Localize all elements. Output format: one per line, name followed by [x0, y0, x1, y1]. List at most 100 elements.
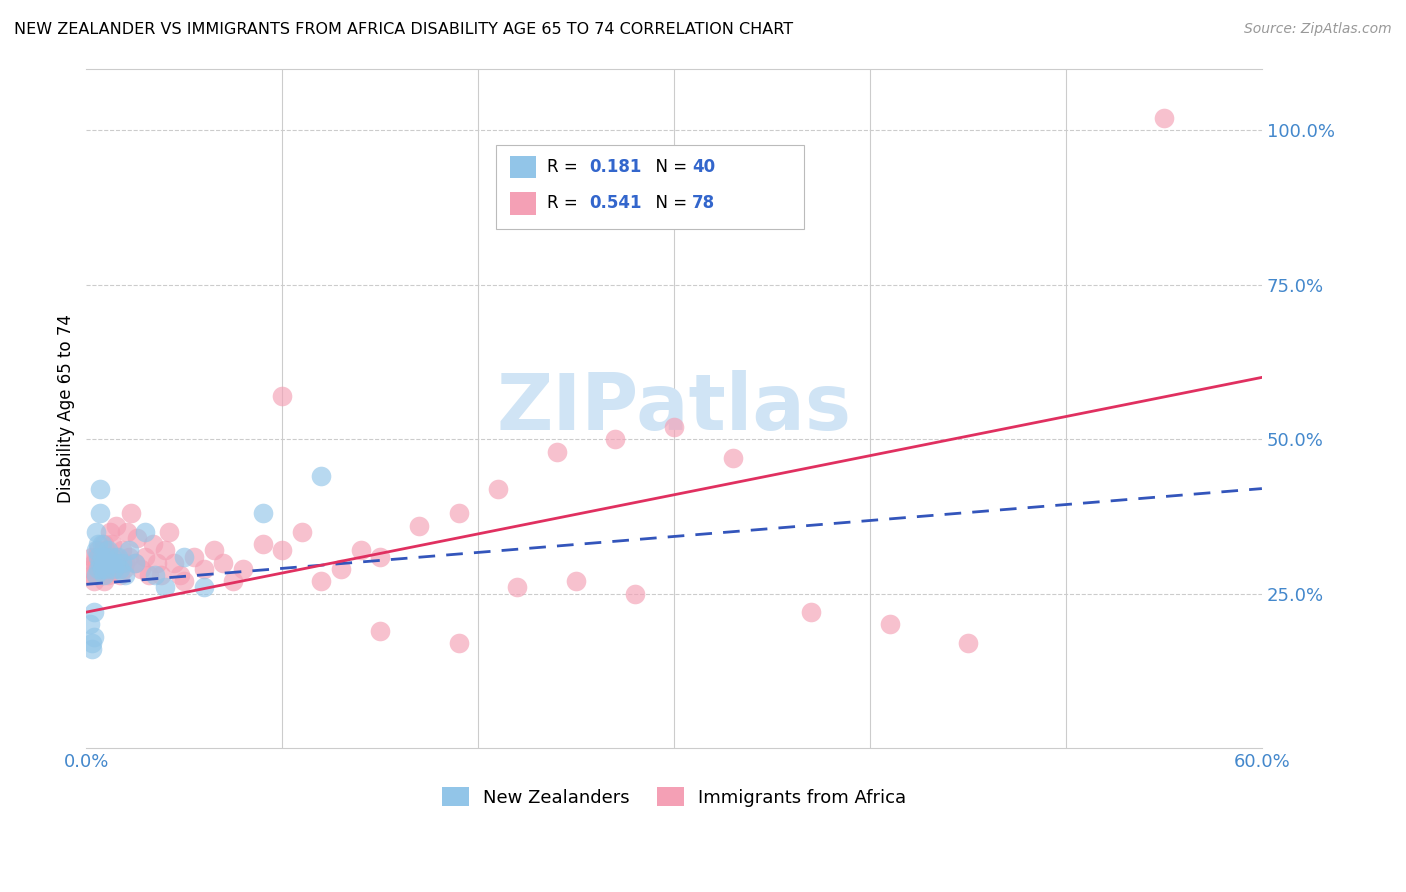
Point	[98, 524, 121, 539]
Point	[110, 556, 132, 570]
Point	[146, 556, 169, 570]
Point	[202, 543, 225, 558]
Point	[291, 524, 314, 539]
Point	[79, 562, 101, 576]
Text: NEW ZEALANDER VS IMMIGRANTS FROM AFRICA DISABILITY AGE 65 TO 74 CORRELATION CHAR: NEW ZEALANDER VS IMMIGRANTS FROM AFRICA …	[14, 22, 793, 37]
Point	[103, 562, 125, 576]
Text: R =: R =	[547, 158, 583, 176]
Point	[108, 562, 131, 576]
Point	[232, 562, 254, 576]
Point	[193, 562, 215, 576]
Point	[83, 630, 105, 644]
Point	[89, 506, 111, 520]
Point	[83, 556, 105, 570]
Point	[100, 556, 122, 570]
Point	[89, 562, 111, 576]
Point	[447, 506, 470, 520]
Point	[87, 549, 110, 564]
Point	[112, 562, 135, 576]
Point	[173, 549, 195, 564]
Point	[104, 556, 127, 570]
Point	[89, 482, 111, 496]
Point	[91, 549, 114, 564]
Point	[134, 549, 156, 564]
Point	[157, 524, 180, 539]
Point	[153, 581, 176, 595]
Text: 78: 78	[692, 194, 714, 212]
Point	[118, 543, 141, 558]
Point	[193, 581, 215, 595]
Text: 40: 40	[692, 158, 714, 176]
Point	[82, 568, 104, 582]
Point	[98, 556, 121, 570]
Point	[565, 574, 588, 589]
Point	[94, 543, 117, 558]
Text: 0.181: 0.181	[589, 158, 641, 176]
Text: N =: N =	[645, 158, 693, 176]
Point	[222, 574, 245, 589]
Point	[153, 543, 176, 558]
Point	[108, 568, 131, 582]
Point	[163, 556, 186, 570]
Point	[97, 549, 120, 564]
Point	[97, 568, 120, 582]
Point	[89, 549, 111, 564]
Point	[124, 556, 146, 570]
Point	[506, 581, 529, 595]
Point	[143, 568, 166, 582]
Point	[110, 543, 132, 558]
Point	[93, 556, 115, 570]
Point	[183, 549, 205, 564]
Point	[721, 450, 744, 465]
Point	[127, 531, 149, 545]
Point	[103, 562, 125, 576]
Point	[82, 636, 104, 650]
Point	[124, 556, 146, 570]
Point	[93, 537, 115, 551]
Point	[1153, 111, 1175, 125]
Point	[624, 586, 647, 600]
Point	[91, 562, 114, 576]
Point	[447, 636, 470, 650]
Point	[173, 574, 195, 589]
Point	[546, 444, 568, 458]
Point	[93, 568, 115, 582]
Point	[104, 549, 127, 564]
Point	[605, 432, 627, 446]
Point	[84, 568, 107, 582]
Point	[91, 537, 114, 551]
Point	[84, 568, 107, 582]
Point	[800, 605, 823, 619]
Point	[100, 537, 122, 551]
Point	[117, 524, 139, 539]
Point	[349, 543, 371, 558]
Point	[82, 549, 104, 564]
Point	[87, 556, 110, 570]
Point	[169, 568, 191, 582]
Point	[138, 568, 160, 582]
Point	[94, 562, 117, 576]
Point	[107, 556, 129, 570]
Point	[662, 419, 685, 434]
Y-axis label: Disability Age 65 to 74: Disability Age 65 to 74	[58, 314, 75, 503]
Point	[212, 556, 235, 570]
Point	[84, 562, 107, 576]
Point	[97, 543, 120, 558]
Point	[104, 518, 127, 533]
Point	[956, 636, 979, 650]
Point	[82, 642, 104, 657]
Text: ZIPatlas: ZIPatlas	[496, 370, 852, 446]
Point	[142, 537, 165, 551]
Point	[98, 562, 121, 576]
Point	[94, 549, 117, 564]
Point	[84, 524, 107, 539]
Point	[93, 574, 115, 589]
Point	[83, 605, 105, 619]
Legend: New Zealanders, Immigrants from Africa: New Zealanders, Immigrants from Africa	[434, 780, 914, 814]
Text: R =: R =	[547, 194, 583, 212]
Point	[79, 617, 101, 632]
Point	[368, 549, 391, 564]
Point	[89, 556, 111, 570]
Point	[114, 568, 136, 582]
Point	[87, 537, 110, 551]
